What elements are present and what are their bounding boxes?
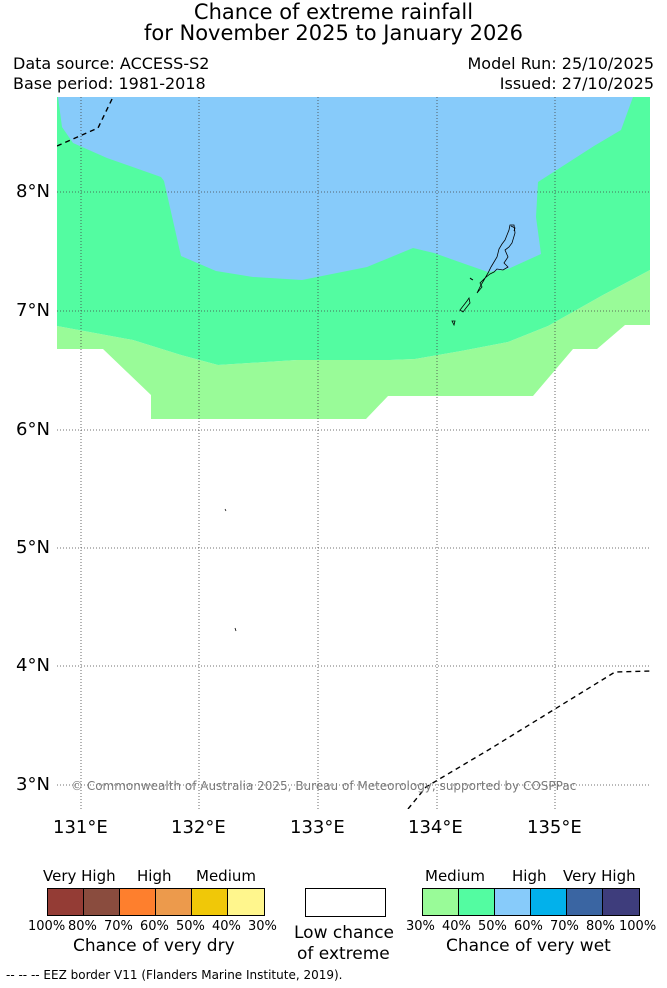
dry-swatch-4 [156,889,192,915]
dry-swatch-3 [120,889,156,915]
wet-legend-title: Chance of very wet [446,936,611,956]
map-canvas: © Commonwealth of Australia 2025, Bureau… [57,97,650,809]
base-period-label: Base period: 1981-2018 [13,74,206,93]
lon-label-134e: 134°E [408,817,463,838]
lon-label-135e: 135°E [527,817,582,838]
low-chance-line1: Low chance [294,923,394,943]
lat-label-8n: 8°N [16,181,50,202]
wet-colorbar [422,888,640,916]
dry-category-high: High [137,867,172,885]
dry-pct-100: 100% [28,919,66,934]
palau-islands [224,224,516,632]
eez-footnote: -- -- -- EEZ border V11 (Flanders Marine… [6,968,343,982]
wet-category-medium: Medium [425,867,485,885]
wet-pct-50: 50% [478,919,507,934]
wet-swatch-5 [567,889,603,915]
wet-category-high: High [512,867,547,885]
wet-swatch-1 [423,889,459,915]
model-run-label: Model Run: 25/10/2025 [467,54,655,73]
lon-label-132e: 132°E [171,817,226,838]
lat-label-6n: 6°N [16,419,50,440]
dry-pct-80: 80% [68,919,97,934]
dry-pct-30: 30% [248,919,277,934]
dry-swatch-6 [228,889,264,915]
dry-swatch-5 [192,889,228,915]
dry-pct-60: 60% [140,919,169,934]
chart-title-line1: Chance of extreme rainfall [193,0,474,24]
wet-pct-30: 30% [406,919,435,934]
map-copyright: © Commonwealth of Australia 2025, Bureau… [71,779,576,793]
dry-swatch-2 [84,889,120,915]
dry-pct-50: 50% [176,919,205,934]
wet-swatch-3 [495,889,531,915]
very-high-wet-region [57,97,650,280]
lon-label-133e: 133°E [290,817,345,838]
lon-label-131e: 131°E [53,817,108,838]
issued-label: Issued: 27/10/2025 [499,74,654,93]
wet-swatch-2 [459,889,495,915]
dry-colorbar [47,888,265,916]
low-chance-line2: of extreme [297,944,390,964]
dry-pct-70: 70% [104,919,133,934]
wet-swatch-6 [603,889,639,915]
map-panel: © Commonwealth of Australia 2025, Bureau… [57,97,650,809]
eez-border [57,97,650,809]
chart-title-line2: for November 2025 to January 2026 [143,21,524,45]
dry-category-very-high: Very High [43,867,116,885]
data-source-label: Data source: ACCESS-S2 [13,54,210,73]
dry-pct-40: 40% [212,919,241,934]
wet-pct-40: 40% [442,919,471,934]
wet-swatch-4 [531,889,567,915]
wet-pct-100: 100% [619,919,657,934]
lat-label-7n: 7°N [16,300,50,321]
lat-label-3n: 3°N [16,774,50,795]
wet-category-very-high: Very High [563,867,636,885]
wet-pct-80: 80% [586,919,615,934]
wet-pct-70: 70% [550,919,579,934]
medium-wet-region [57,270,650,419]
dry-swatch-1 [48,889,84,915]
lat-label-5n: 5°N [16,537,50,558]
low-chance-swatch [305,888,386,917]
dry-legend-title: Chance of very dry [73,936,235,956]
lat-label-4n: 4°N [16,655,50,676]
dry-category-medium: Medium [196,867,256,885]
wet-pct-60: 60% [514,919,543,934]
